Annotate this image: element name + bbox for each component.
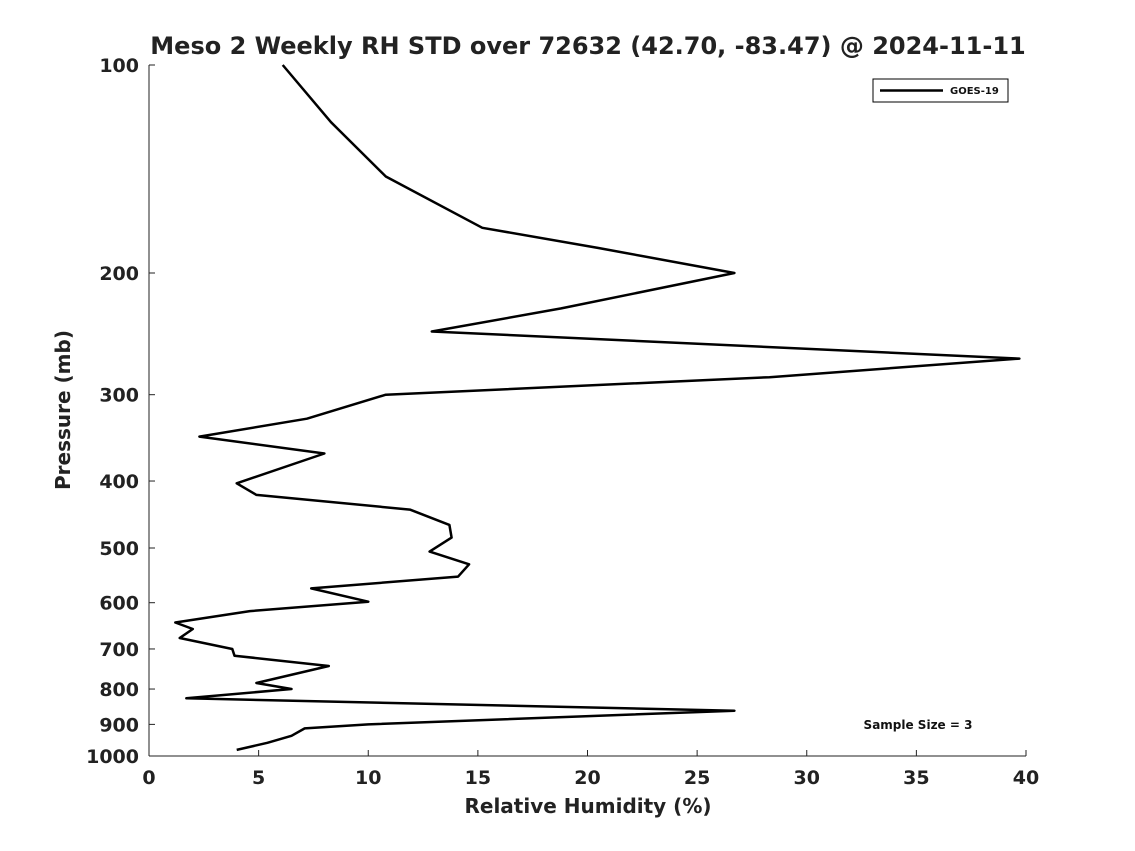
y-tick-label: 200 (99, 263, 139, 285)
y-tick-label: 300 (99, 385, 139, 407)
x-tick-label: 15 (465, 767, 491, 789)
y-tick-label: 700 (99, 639, 139, 661)
x-tick-label: 0 (142, 767, 155, 789)
x-tick-label: 5 (252, 767, 265, 789)
y-tick-label: 400 (99, 471, 139, 493)
x-tick-label: 30 (794, 767, 820, 789)
y-tick-label: 500 (99, 538, 139, 560)
y-tick-label: 900 (99, 714, 139, 736)
y-tick-label: 1000 (86, 746, 139, 768)
chart-title: Meso 2 Weekly RH STD over 72632 (42.70, … (150, 32, 1025, 60)
legend-label-goes-19: GOES-19 (950, 86, 999, 97)
y-tick-label: 100 (99, 55, 139, 77)
x-tick-label: 20 (574, 767, 600, 789)
sample-size-annotation: Sample Size = 3 (864, 718, 973, 732)
axis-ticks: 0 5 10 15 20 25 30 35 40 100 200 300 400 500 600 700 800… (86, 55, 1039, 789)
y-tick-label: 600 (99, 593, 139, 615)
x-tick-label: 25 (684, 767, 710, 789)
x-tick-label: 10 (355, 767, 381, 789)
legend: GOES-19 (872, 78, 1009, 103)
x-tick-label: 40 (1013, 767, 1039, 789)
y-tick-label: 800 (99, 679, 139, 701)
y-axis-label: Pressure (mb) (51, 330, 75, 490)
x-axis-label: Relative Humidity (%) (464, 794, 711, 818)
x-tick-label: 35 (903, 767, 929, 789)
plot-axes (148, 65, 1026, 757)
series-line-goes-19 (174, 64, 1021, 752)
